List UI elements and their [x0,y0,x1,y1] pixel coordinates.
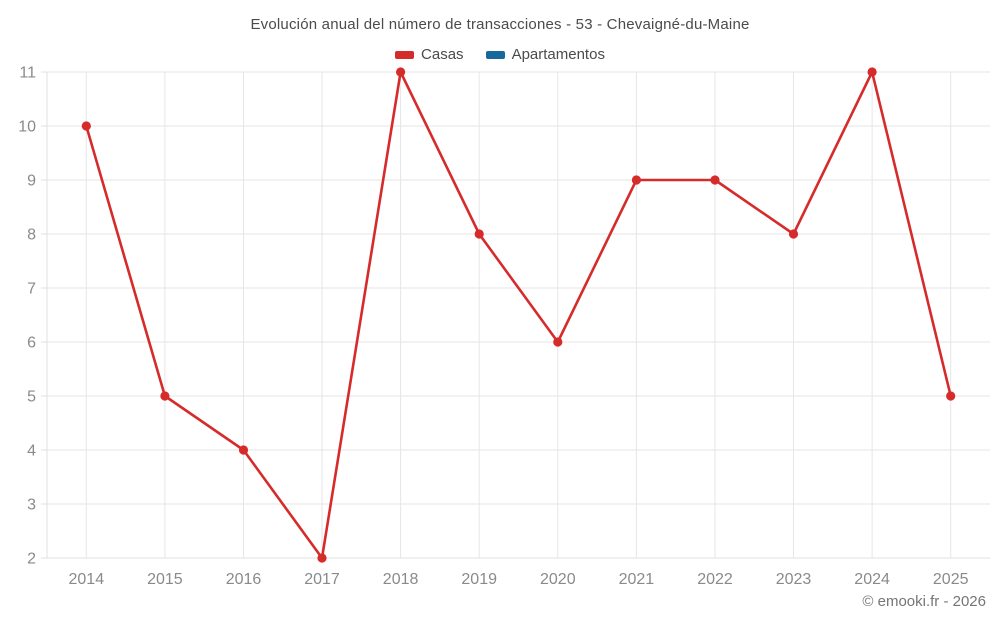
data-point[interactable] [317,553,327,563]
watermark-credit: © emooki.fr - 2026 [862,593,986,610]
x-tick-label: 2019 [461,571,497,588]
x-tick-label: 2021 [619,571,655,588]
x-tick-label: 2023 [776,571,812,588]
legend-item-apartamentos[interactable]: Apartamentos [485,46,605,63]
x-tick-label: 2024 [854,571,890,588]
data-point[interactable] [631,175,642,185]
y-tick-label: 9 [27,173,36,190]
y-tick-label: 10 [18,119,36,136]
data-point[interactable] [396,67,406,77]
data-point[interactable] [238,445,249,455]
x-tick-label: 2015 [147,571,183,588]
legend-swatch-icon [485,50,505,59]
data-point[interactable] [474,229,484,239]
chart-legend: Casas Apartamentos [0,46,1000,63]
x-tick-label: 2014 [69,571,105,588]
x-tick-label: 2018 [383,571,419,588]
y-tick-label: 11 [19,65,36,82]
chart-title: Evolución anual del número de transaccio… [250,16,750,33]
y-tick-label: 5 [27,389,36,406]
y-tick-label: 3 [27,497,36,514]
x-tick-label: 2020 [540,571,576,588]
y-tick-label: 4 [27,443,36,460]
data-point[interactable] [946,391,956,401]
legend-label: Casas [421,46,464,63]
data-point[interactable] [788,229,799,239]
legend-item-casas[interactable]: Casas [395,46,464,63]
data-point[interactable] [710,175,720,185]
data-point[interactable] [81,121,91,131]
legend-label: Apartamentos [511,46,605,63]
data-point[interactable] [867,67,877,77]
x-tick-label: 2022 [697,571,733,588]
x-tick-label: 2025 [933,571,969,588]
data-point[interactable] [160,391,170,401]
x-tick-label: 2016 [226,571,262,588]
y-tick-label: 8 [27,227,36,244]
data-point[interactable] [553,337,563,347]
y-tick-label: 6 [27,335,36,352]
series-line-casas [85,70,953,560]
y-tick-label: 7 [27,281,36,298]
x-tick-label: 2017 [304,571,340,588]
legend-swatch-icon [395,50,415,59]
y-tick-label: 2 [27,551,36,568]
